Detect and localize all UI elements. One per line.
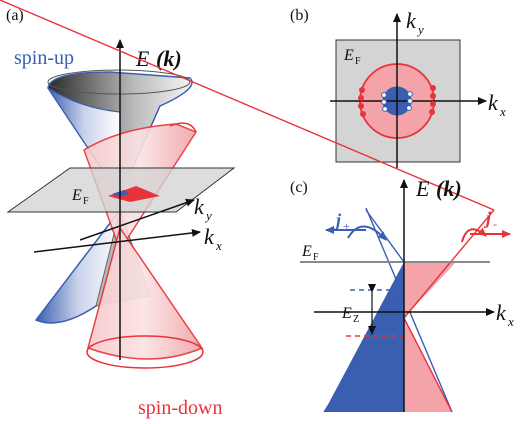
- b-kx-sub: x: [499, 104, 506, 119]
- c-spin-down-line-right: [0, 0, 495, 211]
- c-fermi-sub: F: [313, 252, 319, 263]
- a-kx-axis: [33, 228, 201, 253]
- c-spin-down-lower: [403, 317, 453, 413]
- panel-c-tag: (c): [290, 179, 308, 196]
- b-outer-dots: [358, 85, 436, 117]
- spin-up-label: spin-up: [14, 47, 74, 69]
- c-zeeman-sub: Z: [353, 314, 359, 325]
- c-j-minus-label: j: [483, 208, 492, 228]
- c-spin-down-filled: [404, 262, 456, 412]
- panel-c: (c) E (k) k x E F E Z j + j: [0, 0, 514, 413]
- panel-a-tag: (a): [6, 7, 24, 24]
- c-j-plus-sub: +: [343, 219, 350, 233]
- spin-down-upper-rim: [169, 122, 197, 133]
- a-ky-sub: y: [204, 208, 212, 223]
- c-e-axis-arg: (k): [436, 176, 462, 201]
- b-fermi-label: E: [343, 47, 354, 64]
- c-kx-sub: x: [507, 314, 514, 329]
- b-ky-sub: y: [416, 22, 424, 37]
- panel-b-tag: (b): [290, 7, 309, 24]
- fermi-surface-red: [108, 186, 160, 202]
- a-fermi-sub: F: [83, 196, 89, 207]
- b-fermi-sub: F: [355, 56, 361, 67]
- b-ky-label: k: [406, 8, 417, 33]
- b-inner-dots: [381, 91, 413, 112]
- fermi-surface-blue: [112, 190, 130, 196]
- a-ky-label: k: [194, 194, 205, 219]
- c-j-minus-sub: -: [493, 217, 497, 231]
- a-ky-axis: [79, 198, 195, 241]
- a-e-axis-arg: (k): [156, 46, 182, 71]
- c-current-plus-arrow: [347, 225, 387, 241]
- c-j-plus-label: j: [333, 210, 342, 230]
- c-e-axis-label: E: [415, 176, 430, 201]
- panel-a: (a) E (k) k y k x E F spin-up spin-down: [6, 7, 236, 419]
- c-current-minus-arrow: [461, 227, 487, 243]
- c-spin-up-upper: [365, 209, 405, 263]
- c-fermi-label: E: [301, 243, 312, 260]
- b-kx-label: k: [488, 90, 499, 115]
- spin-down-lower-cone: [87, 226, 204, 360]
- c-zeeman-label: E: [341, 305, 352, 322]
- a-e-axis-label: E: [135, 46, 150, 71]
- c-kx-label: k: [496, 300, 507, 325]
- spin-down-lower-rim: [86, 335, 204, 369]
- c-spin-up-lower: [323, 289, 405, 413]
- a-kx-label: k: [204, 224, 215, 249]
- spin-up-upper-rim: [47, 69, 191, 95]
- a-fermi-label: E: [71, 187, 82, 204]
- panel-b: (b) k y k x E F: [290, 7, 506, 168]
- spin-down-label: spin-down: [138, 397, 222, 419]
- a-kx-sub: x: [215, 238, 222, 253]
- c-spin-up-filled: [324, 262, 404, 412]
